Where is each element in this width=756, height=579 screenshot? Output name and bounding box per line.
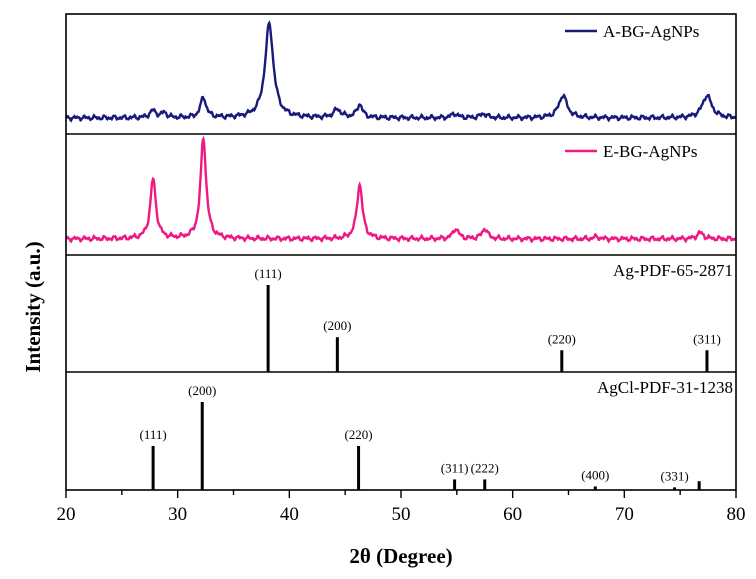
stick-label-(220): (220) xyxy=(344,427,372,442)
stick-label-(200): (200) xyxy=(323,318,351,333)
x-tick-label-50: 50 xyxy=(392,504,411,525)
x-tick-label-40: 40 xyxy=(280,504,299,525)
legend-label-E-BG-AgNPs: E-BG-AgNPs xyxy=(603,142,697,161)
x-tick-label-60: 60 xyxy=(503,504,522,525)
stick-label-(111): (111) xyxy=(255,266,282,281)
x-axis-label: 2θ (Degree) xyxy=(349,544,452,568)
stick-label-(111): (111) xyxy=(139,427,166,442)
stick-label-(311): (311) xyxy=(693,331,721,346)
x-tick-label-80: 80 xyxy=(727,504,746,525)
panel-label-AgCl-PDF-31-1238: AgCl-PDF-31-1238 xyxy=(597,378,733,397)
stick-label-(311): (311) xyxy=(441,460,469,475)
x-tick-label-30: 30 xyxy=(168,504,187,525)
series-line-E-BG-AgNPs xyxy=(65,135,738,244)
panel-label-Ag-PDF-65-2871: Ag-PDF-65-2871 xyxy=(613,261,733,280)
stick-label-(200): (200) xyxy=(188,383,216,398)
y-axis-label: Intensity (a.u.) xyxy=(21,241,45,372)
series-line-A-BG-AgNPs xyxy=(65,20,738,123)
stick-label-(400): (400) xyxy=(581,467,609,482)
stick-label-(220): (220) xyxy=(548,331,576,346)
plot-area: A-BG-AgNPs E-BG-AgNPs (111) (200) (220) (311)… xyxy=(57,13,746,525)
x-tick-label-70: 70 xyxy=(615,504,634,525)
stick-label-(222): (222) xyxy=(471,460,499,475)
legend-label-A-BG-AgNPs: A-BG-AgNPs xyxy=(603,22,699,41)
x-tick-label-20: 20 xyxy=(57,504,76,525)
stick-label-(331): (331) xyxy=(660,468,688,483)
plot-frame xyxy=(65,13,737,491)
